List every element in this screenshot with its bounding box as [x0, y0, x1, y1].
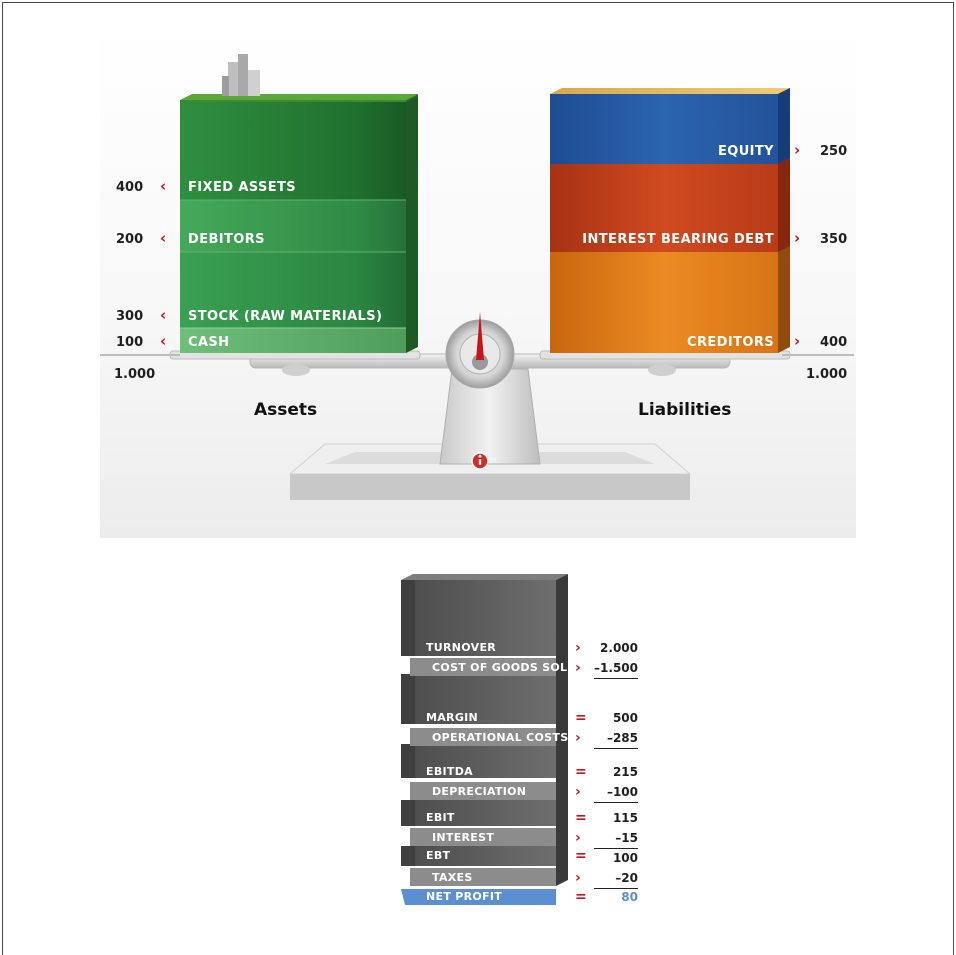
pl-op-interest: › [575, 830, 581, 846]
pl-value-turnover: 2.000 [600, 641, 638, 655]
building-icon [222, 54, 260, 96]
liability-label-equity: EQUITY [717, 144, 774, 159]
liability-label-debt: INTEREST BEARING DEBT [582, 232, 774, 247]
liability-value-creditors: 400 [820, 335, 848, 350]
pl-op-turnover: › [575, 640, 581, 656]
pl-value-interest: –15 [615, 831, 638, 845]
asset-label-cash: CASH [188, 335, 230, 350]
assets-total-rule [100, 354, 180, 356]
pl-label-cogs: COST OF GOODS SOLD [432, 661, 577, 674]
left-arrow-icon: ‹ [160, 229, 167, 247]
pl-subtotal-rule [594, 888, 638, 889]
pl-label-turnover: TURNOVER [426, 641, 497, 654]
asset-value-debitors: 200 [116, 232, 144, 247]
liability-value-equity: 250 [820, 144, 848, 159]
pl-subtotal-rule [594, 678, 638, 679]
pl-subtotal-rule [594, 748, 638, 749]
liabilities-total: 1.000 [806, 367, 848, 382]
left-arrow-icon: ‹ [160, 177, 167, 195]
pl-op-ebt: = [575, 848, 587, 864]
pl-value-ebt: 100 [612, 851, 638, 865]
pl-label-taxes: TAXES [432, 871, 473, 884]
balance-scale-scene: FIXED ASSETS DEBITORS STOCK (RAW MATERIA… [100, 24, 856, 538]
liability-value-debt: 350 [820, 232, 848, 247]
pl-label-ebit: EBIT [426, 811, 455, 824]
asset-label-debitors: DEBITORS [188, 232, 265, 247]
pl-value-ebitda: 215 [612, 765, 638, 779]
pl-op-margin: = [575, 710, 587, 726]
pl-value-depreciation: –100 [606, 785, 638, 799]
pl-value-cogs: –1.500 [594, 661, 638, 675]
pl-label-opex: OPERATIONAL COSTS [432, 731, 569, 744]
pl-label-interest: INTEREST [432, 831, 495, 844]
pl-op-opex: › [575, 730, 581, 746]
pl-value-opex: –285 [606, 731, 638, 745]
pl-op-ebit: = [575, 810, 587, 826]
pl-value-net-profit: 80 [621, 890, 638, 904]
pl-label-ebitda: EBITDA [426, 765, 473, 778]
left-arrow-icon: ‹ [160, 306, 167, 324]
right-arrow-icon: › [794, 141, 801, 159]
pl-op-taxes: › [575, 870, 581, 886]
asset-value-stock: 300 [116, 309, 144, 324]
asset-label-stock: STOCK (RAW MATERIALS) [188, 309, 383, 324]
left-arrow-icon: ‹ [160, 332, 167, 350]
pl-label-net-profit: NET PROFIT [426, 890, 503, 903]
pl-op-cogs: › [575, 660, 581, 676]
right-arrow-icon: › [794, 229, 801, 247]
liabilities-total-rule [782, 354, 854, 356]
liabilities-title: Liabilities [638, 400, 732, 420]
scale-needle [476, 312, 484, 360]
asset-label-fixed-assets: FIXED ASSETS [188, 180, 297, 195]
liability-label-creditors: CREDITORS [687, 335, 774, 350]
pl-label-margin: MARGIN [426, 711, 479, 724]
pl-op-ebitda: = [575, 764, 587, 780]
pl-value-taxes: –20 [615, 871, 638, 885]
pl-op-depreciation: › [575, 784, 581, 800]
pl-value-margin: 500 [612, 711, 638, 725]
pl-subtotal-rule [594, 802, 638, 803]
pl-label-ebt: EBT [426, 849, 451, 862]
pl-value-ebit: 115 [612, 811, 638, 825]
assets-title: Assets [254, 400, 318, 420]
scale-illustration [169, 54, 791, 500]
right-arrow-icon: › [794, 332, 801, 350]
assets-total: 1.000 [114, 367, 156, 382]
pl-label-depreciation: DEPRECIATION [432, 785, 527, 798]
asset-value-fixed-assets: 400 [116, 180, 144, 195]
pl-op-net-profit: = [575, 889, 587, 905]
asset-value-cash: 100 [116, 335, 144, 350]
pl-subtotal-rule [594, 848, 638, 849]
